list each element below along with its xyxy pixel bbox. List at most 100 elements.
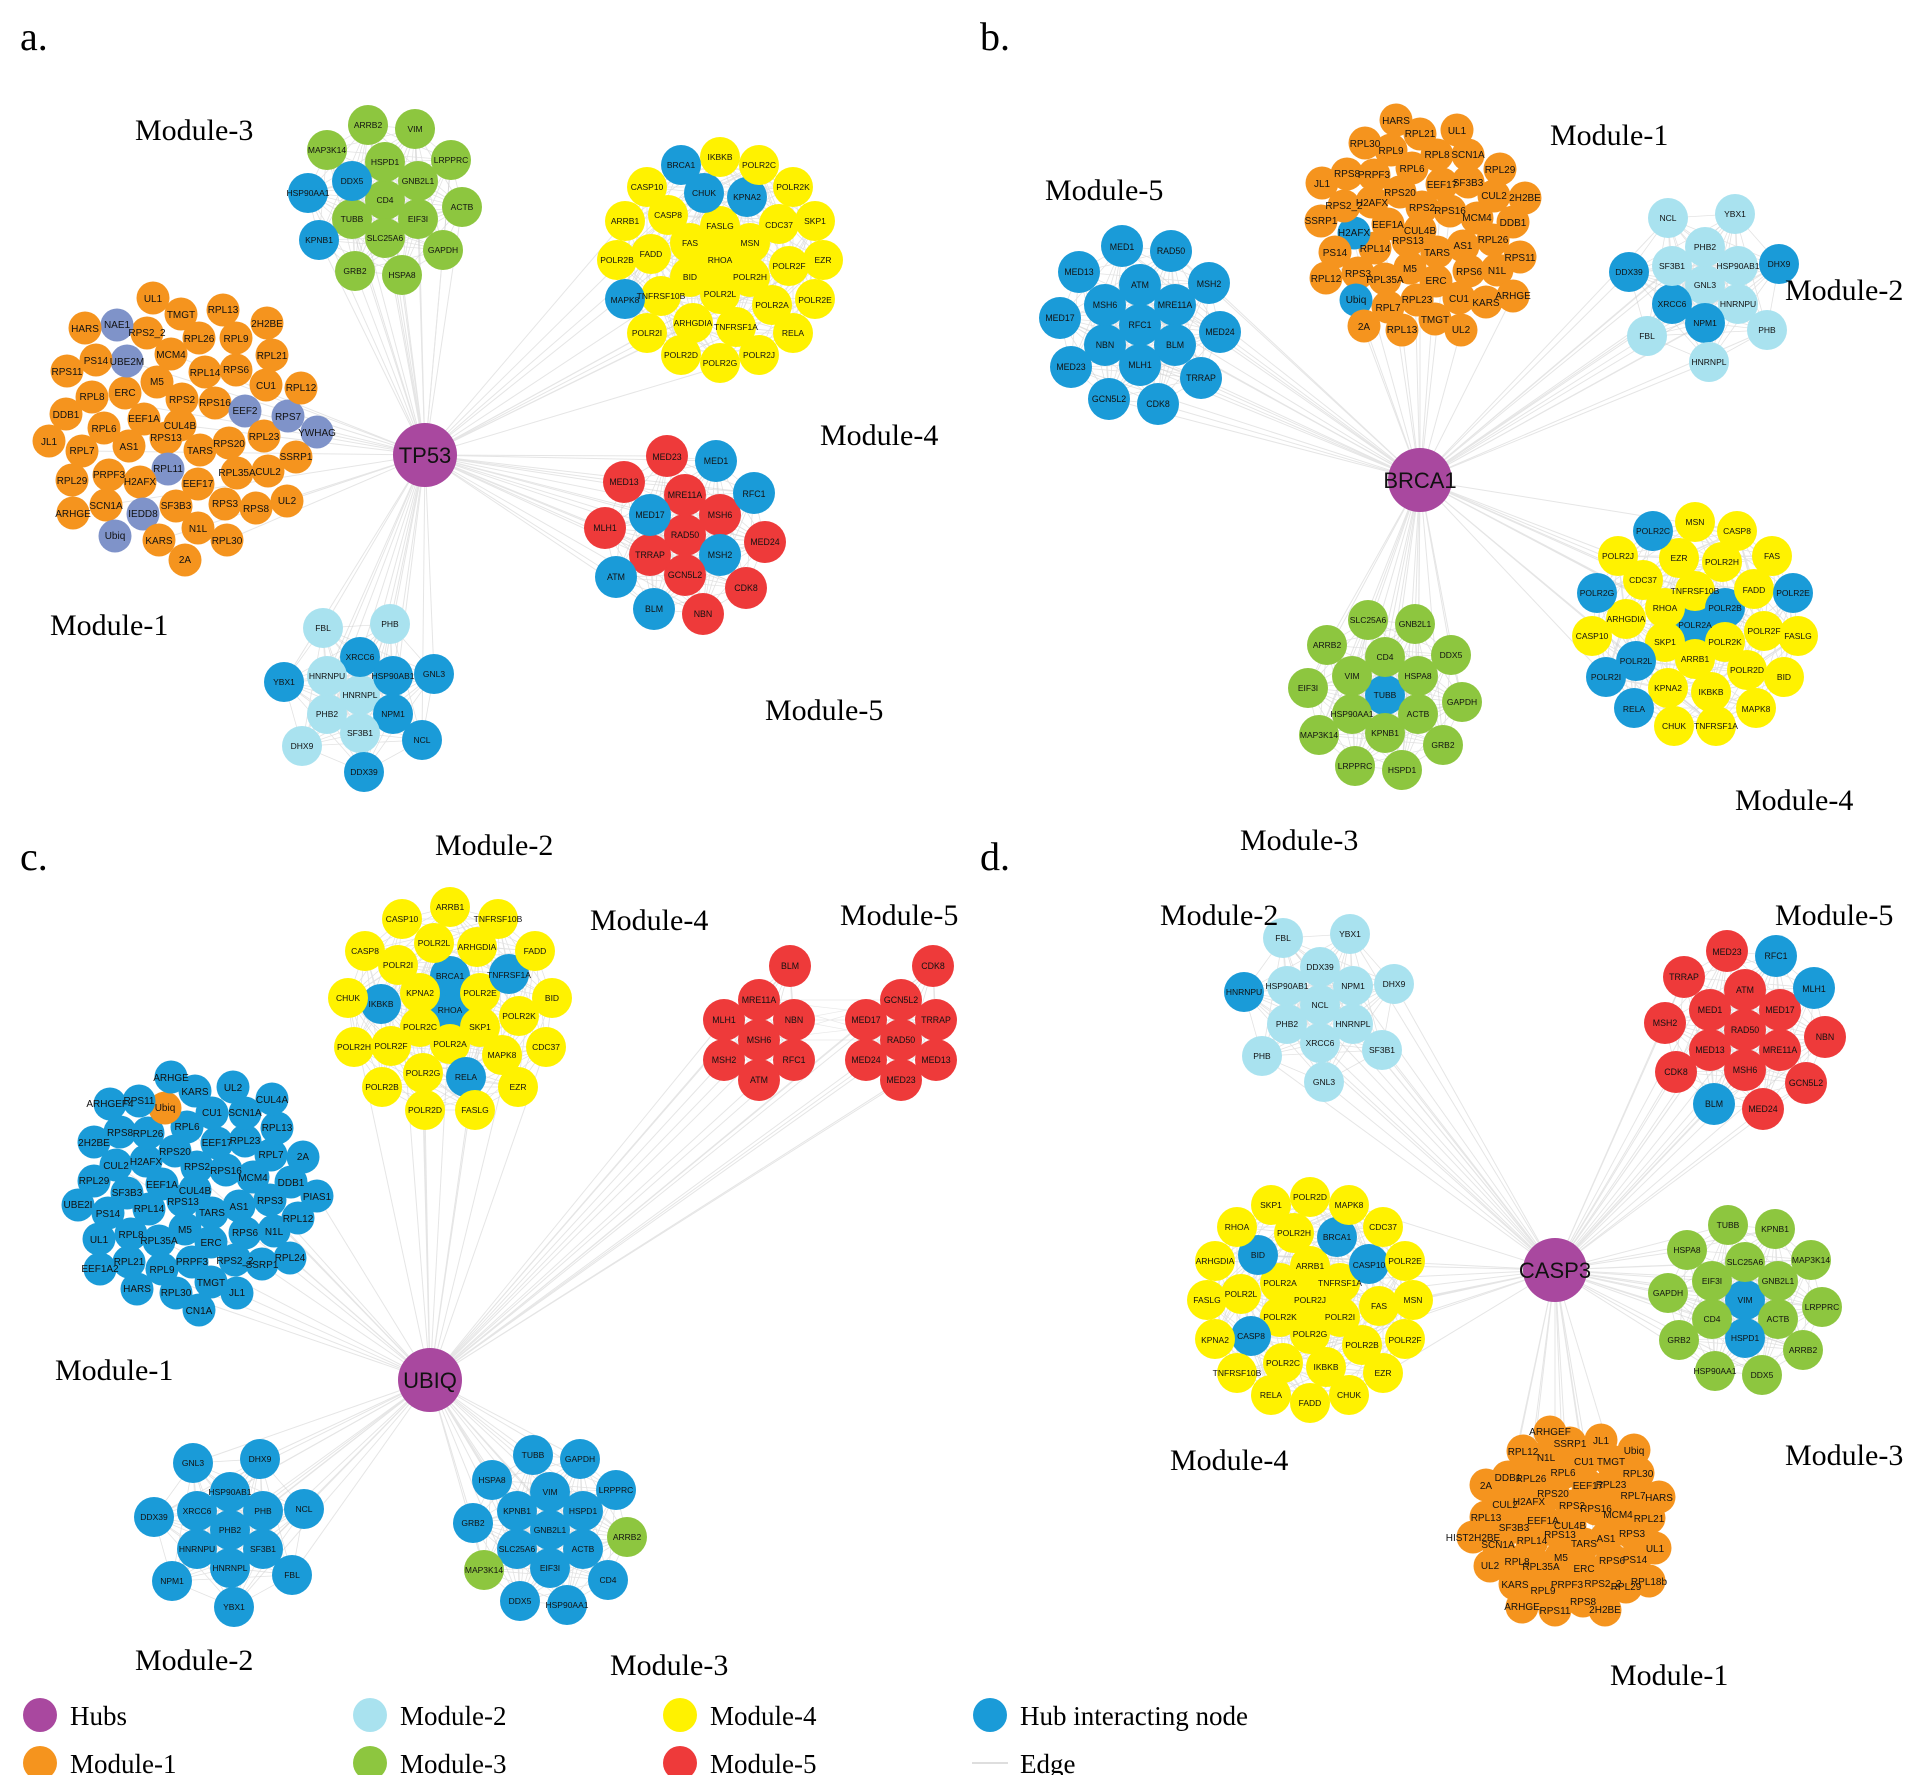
- svg-text:SCN1A: SCN1A: [1451, 150, 1485, 161]
- svg-text:MAPK8: MAPK8: [611, 295, 640, 305]
- svg-text:PHB: PHB: [381, 619, 399, 629]
- svg-text:HSP90AB1: HSP90AB1: [1717, 261, 1760, 271]
- svg-text:NPM1: NPM1: [160, 1576, 184, 1586]
- svg-text:Module-1: Module-1: [55, 1354, 173, 1387]
- svg-text:TNFRSF10B: TNFRSF10B: [1213, 1368, 1262, 1378]
- svg-text:UL2: UL2: [1481, 1561, 1500, 1572]
- svg-text:MSH6: MSH6: [708, 510, 733, 520]
- svg-text:MED23: MED23: [886, 1075, 915, 1085]
- svg-text:RPL35A: RPL35A: [1366, 275, 1404, 286]
- svg-text:ARRB1: ARRB1: [1296, 1261, 1325, 1271]
- svg-text:PRPF3: PRPF3: [93, 470, 126, 481]
- svg-text:POLR2A: POLR2A: [1678, 620, 1712, 630]
- svg-text:RPL6: RPL6: [91, 424, 116, 435]
- svg-text:POLR2D: POLR2D: [1730, 665, 1764, 675]
- svg-text:MED13: MED13: [1064, 267, 1093, 277]
- svg-text:POLR2E: POLR2E: [463, 988, 497, 998]
- svg-text:ARHGDIA: ARHGDIA: [674, 318, 713, 328]
- svg-text:MSH6: MSH6: [1093, 300, 1118, 310]
- svg-text:POLR2E: POLR2E: [1776, 588, 1810, 598]
- svg-text:CASP8: CASP8: [1723, 526, 1751, 536]
- svg-text:POLR2A: POLR2A: [1263, 1278, 1297, 1288]
- svg-text:RELA: RELA: [455, 1072, 478, 1082]
- svg-text:Hubs: Hubs: [70, 1701, 127, 1731]
- svg-text:GAPDH: GAPDH: [565, 1454, 595, 1464]
- svg-text:MED1: MED1: [1698, 1005, 1723, 1015]
- svg-text:RAD50: RAD50: [671, 530, 699, 540]
- svg-text:NCL: NCL: [1659, 213, 1676, 223]
- svg-text:DDX39: DDX39: [350, 767, 378, 777]
- svg-text:RPS13: RPS13: [167, 1197, 199, 1208]
- svg-text:TNFRSF10B: TNFRSF10B: [474, 914, 523, 924]
- svg-text:MED24: MED24: [1748, 1104, 1777, 1114]
- svg-text:MED17: MED17: [1765, 1005, 1794, 1015]
- svg-text:SSRP1: SSRP1: [280, 452, 313, 463]
- svg-text:GRB2: GRB2: [1667, 1335, 1690, 1345]
- svg-text:c.: c.: [20, 834, 48, 879]
- svg-text:HSPA8: HSPA8: [478, 1475, 506, 1485]
- svg-text:RELA: RELA: [782, 328, 805, 338]
- svg-text:JL1: JL1: [1314, 179, 1331, 190]
- svg-text:BRCA1: BRCA1: [667, 160, 696, 170]
- svg-text:POLR2B: POLR2B: [365, 1082, 399, 1092]
- svg-text:MSN: MSN: [741, 238, 760, 248]
- svg-text:RPL21: RPL21: [1634, 1514, 1665, 1525]
- svg-text:M5: M5: [1403, 264, 1417, 275]
- svg-text:Module-1: Module-1: [1610, 1659, 1728, 1692]
- svg-text:POLR2K: POLR2K: [1263, 1312, 1297, 1322]
- svg-text:POLR2K: POLR2K: [1708, 637, 1742, 647]
- svg-text:RPL7: RPL7: [69, 446, 94, 457]
- svg-text:SF3B3: SF3B3: [112, 1188, 143, 1199]
- svg-text:BLM: BLM: [1166, 340, 1184, 350]
- svg-text:NPM1: NPM1: [1341, 981, 1365, 991]
- svg-text:GNB2L1: GNB2L1: [402, 176, 435, 186]
- svg-text:RPL6: RPL6: [1550, 1468, 1575, 1479]
- svg-text:PHB2: PHB2: [1694, 242, 1716, 252]
- svg-text:RPS7: RPS7: [275, 412, 302, 423]
- svg-text:TNFRSF1A: TNFRSF1A: [1318, 1278, 1362, 1288]
- svg-text:MAP3K14: MAP3K14: [1300, 730, 1339, 740]
- svg-text:TMGT: TMGT: [1421, 315, 1449, 326]
- svg-text:RPS3: RPS3: [257, 1196, 284, 1207]
- svg-text:HARS: HARS: [71, 324, 99, 335]
- svg-text:MCM4: MCM4: [156, 350, 186, 361]
- svg-text:XRCC6: XRCC6: [183, 1506, 212, 1516]
- svg-text:ARRB1: ARRB1: [1681, 654, 1710, 664]
- svg-text:EEF1A: EEF1A: [1372, 220, 1404, 231]
- svg-text:POLR2L: POLR2L: [1620, 656, 1653, 666]
- svg-text:YBX1: YBX1: [273, 677, 295, 687]
- svg-text:CD4: CD4: [376, 195, 393, 205]
- svg-text:DDB1: DDB1: [278, 1178, 305, 1189]
- svg-text:RPL7: RPL7: [1375, 303, 1400, 314]
- svg-text:RPL12: RPL12: [286, 383, 317, 394]
- svg-text:POLR2A: POLR2A: [433, 1039, 467, 1049]
- svg-text:UBE2M: UBE2M: [110, 357, 144, 368]
- svg-text:RFC1: RFC1: [1765, 951, 1788, 961]
- svg-text:Module-2: Module-2: [1785, 274, 1903, 307]
- svg-text:Module-3: Module-3: [610, 1649, 728, 1682]
- svg-text:RPL12: RPL12: [1508, 1447, 1539, 1458]
- svg-text:HNRNPL: HNRNPL: [1336, 1019, 1371, 1029]
- svg-text:RPS20: RPS20: [213, 439, 245, 450]
- svg-text:POLR2H: POLR2H: [733, 272, 767, 282]
- svg-text:POLR2D: POLR2D: [664, 350, 698, 360]
- svg-text:NCL: NCL: [295, 1504, 312, 1514]
- svg-text:KPNA2: KPNA2: [1654, 683, 1682, 693]
- svg-text:FBL: FBL: [315, 623, 331, 633]
- svg-text:POLR2F: POLR2F: [1747, 626, 1780, 636]
- svg-text:MED23: MED23: [1056, 362, 1085, 372]
- svg-text:NAE1: NAE1: [104, 320, 131, 331]
- svg-text:M5: M5: [150, 377, 164, 388]
- svg-text:POLR2I: POLR2I: [1591, 672, 1621, 682]
- svg-text:DDX39: DDX39: [1615, 267, 1643, 277]
- svg-text:MED17: MED17: [1045, 313, 1074, 323]
- svg-text:VIM: VIM: [1737, 1295, 1752, 1305]
- svg-text:RPS6: RPS6: [223, 365, 250, 376]
- svg-text:RHOA: RHOA: [438, 1005, 463, 1015]
- svg-text:Module-1: Module-1: [50, 609, 168, 642]
- svg-text:AS1: AS1: [230, 1202, 249, 1213]
- svg-text:HSP90AB1: HSP90AB1: [372, 671, 415, 681]
- svg-text:ATM: ATM: [1736, 985, 1754, 995]
- svg-text:GCN5L2: GCN5L2: [1789, 1078, 1823, 1088]
- svg-text:MAPK8: MAPK8: [1335, 1200, 1364, 1210]
